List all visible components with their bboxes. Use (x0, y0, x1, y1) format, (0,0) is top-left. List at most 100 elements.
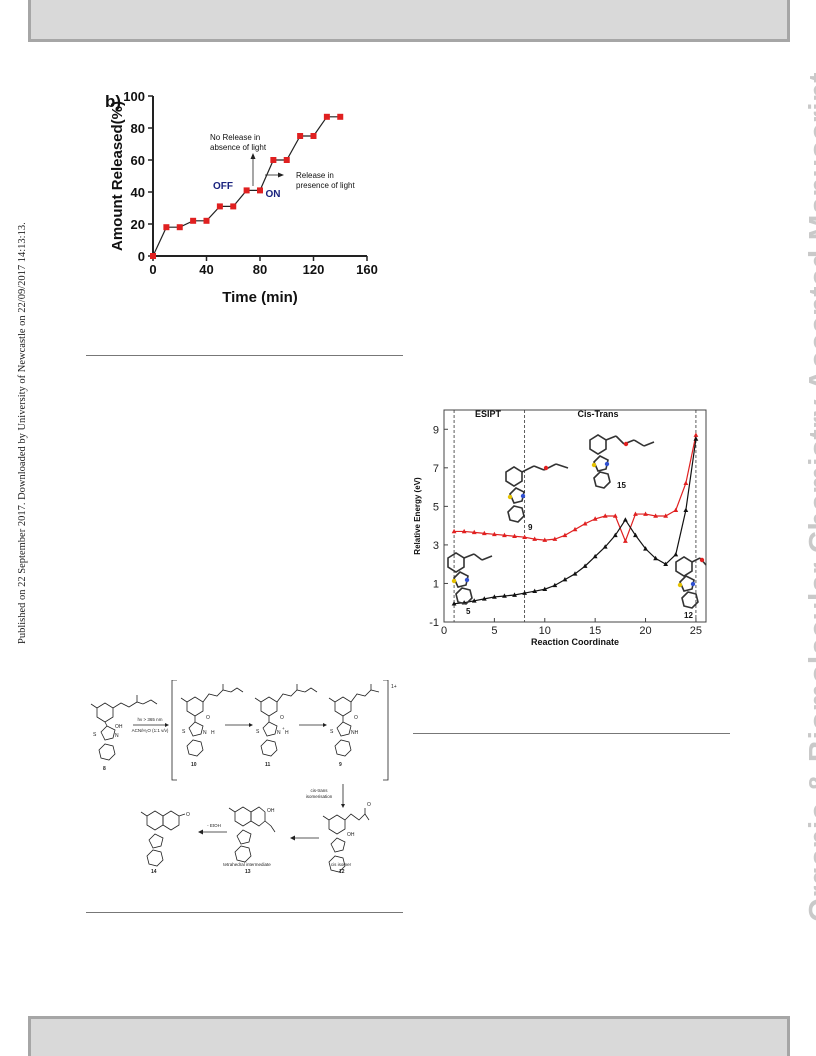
b-no-release-arrowhead (250, 153, 256, 159)
energy-black-point (633, 532, 638, 538)
b-y-tick-label: 0 (138, 249, 145, 264)
release-data-point (257, 187, 263, 194)
compound-8 (90, 695, 158, 761)
energy-series-black-line (454, 438, 697, 605)
energy-red-point (612, 513, 618, 518)
structure-15-o-atom (623, 441, 629, 447)
e-region-esipt: ESIPT (475, 409, 502, 419)
release-data-point (203, 217, 210, 224)
compound-10-n: N (203, 730, 207, 736)
compound-11-o: O (280, 715, 284, 721)
release-data-point (283, 157, 290, 163)
compound-10-s: S (182, 729, 186, 735)
panel-label-b: b) (105, 92, 121, 111)
compound-14-label: 14 (151, 869, 157, 875)
compound-9 (328, 684, 380, 757)
energy-profile-chart: 0 5 10 15 20 25 -1 1 3 5 7 9 ESIPT Cis-Trans Reacti… (413, 409, 707, 647)
publication-note: Published on 22 September 2017. Download… (17, 222, 28, 644)
b-release-text-1: Release in (296, 171, 334, 180)
b-release-text-2: presence of light (296, 181, 355, 190)
compound-13-name: tetrahedral intermediate (223, 862, 271, 867)
structure-9-drawing (505, 463, 569, 523)
structure-12-s-atom (677, 582, 683, 588)
release-data-point (270, 157, 277, 163)
release-data-point (323, 113, 330, 120)
energy-black-point (673, 551, 679, 557)
energy-black-point (471, 598, 477, 603)
compound-10-o: O (206, 715, 210, 721)
e-x-tick-label: 0 (441, 625, 447, 637)
scheme-conditions-2: ACN/H₂O (1:1 v/v) (132, 728, 169, 733)
energy-red-point (562, 532, 568, 538)
e-y-tick-label: 1 (433, 578, 439, 590)
energy-red-point (451, 528, 457, 534)
compound-12-label: 12 (339, 869, 345, 875)
energy-red-point (673, 507, 679, 513)
scheme-bracket-left (171, 680, 177, 781)
b-x-tick-label: 40 (199, 262, 213, 277)
b-off-label: OFF (213, 181, 233, 192)
energy-black-point (491, 594, 497, 599)
release-chart: 0 40 80 120 160 0 20 40 60 80 100 b) Time (min) Am… (105, 89, 378, 306)
b-x-tick-label: 0 (149, 262, 156, 277)
energy-red-point (663, 513, 669, 518)
energy-red-point (592, 516, 598, 521)
energy-black-point (532, 588, 538, 593)
scheme-step-2-line-2: isomerisation (306, 794, 333, 799)
energy-black-point (683, 507, 689, 513)
scheme-conditions-1: hν > 365 nm (138, 717, 163, 722)
energy-red-point (461, 528, 467, 534)
energy-red-point (522, 534, 528, 539)
scheme-arrow-2-head (249, 723, 253, 727)
energy-black-point (622, 517, 628, 522)
e-y-tick-label: -1 (429, 617, 439, 629)
energy-black-point (592, 553, 598, 559)
e-y-tick-label: 9 (433, 424, 439, 436)
b-no-release-text-2: absence of light (210, 143, 267, 152)
compound-10-label: 10 (191, 762, 197, 768)
energy-red-point (572, 526, 578, 532)
scheme-arrow-1-head (165, 723, 169, 727)
energy-red-point (491, 531, 497, 537)
energy-red-point (643, 511, 648, 516)
energy-black-point (602, 544, 608, 549)
b-y-tick-label: 40 (131, 185, 145, 200)
compound-13 (228, 806, 276, 863)
e-x-tick-label: 15 (589, 625, 601, 637)
compound-14 (140, 810, 186, 867)
energy-black-point (522, 590, 528, 595)
e-x-tick-label: 10 (539, 625, 551, 637)
b-y-tick-label: 20 (131, 217, 145, 232)
energy-black-point (552, 582, 558, 588)
compound-9-o: O (354, 715, 358, 721)
energy-black-point (582, 563, 588, 568)
b-x-tick-label: 80 (253, 262, 267, 277)
compound-13-label: 13 (245, 869, 251, 875)
compound-9-label: 9 (339, 762, 342, 768)
scheme-charge: 1+ (391, 684, 397, 690)
structure-9-s-atom (507, 494, 513, 500)
compound-9-nh: NH (351, 730, 359, 736)
e-x-tick-label: 25 (690, 625, 702, 637)
scheme-arrow-5-head (290, 835, 295, 841)
energy-black-point (451, 601, 457, 606)
compound-11 (254, 684, 318, 757)
structure-5-label: 5 (466, 607, 471, 616)
compound-9-s: S (330, 729, 334, 735)
energy-black-point (502, 593, 507, 598)
energy-black-point (643, 546, 648, 551)
e-y-axis-title: Relative Energy (eV) (413, 477, 422, 555)
compound-12-name: cis isomer (331, 862, 352, 867)
compound-11-n: N (277, 730, 281, 736)
energy-black-point (653, 555, 659, 561)
scheme-arrow-6-head (198, 829, 203, 835)
figure-scheme-rule (86, 912, 403, 913)
structure-5-s-atom (451, 578, 457, 584)
energy-black-point (481, 596, 487, 601)
structure-12-label: 12 (684, 611, 693, 620)
compound-8-oh: OH (115, 724, 123, 730)
compound-11-h: H (285, 730, 289, 736)
release-data-point (176, 224, 183, 231)
compound-11-s: S (256, 729, 260, 735)
energy-red-point (693, 432, 699, 437)
